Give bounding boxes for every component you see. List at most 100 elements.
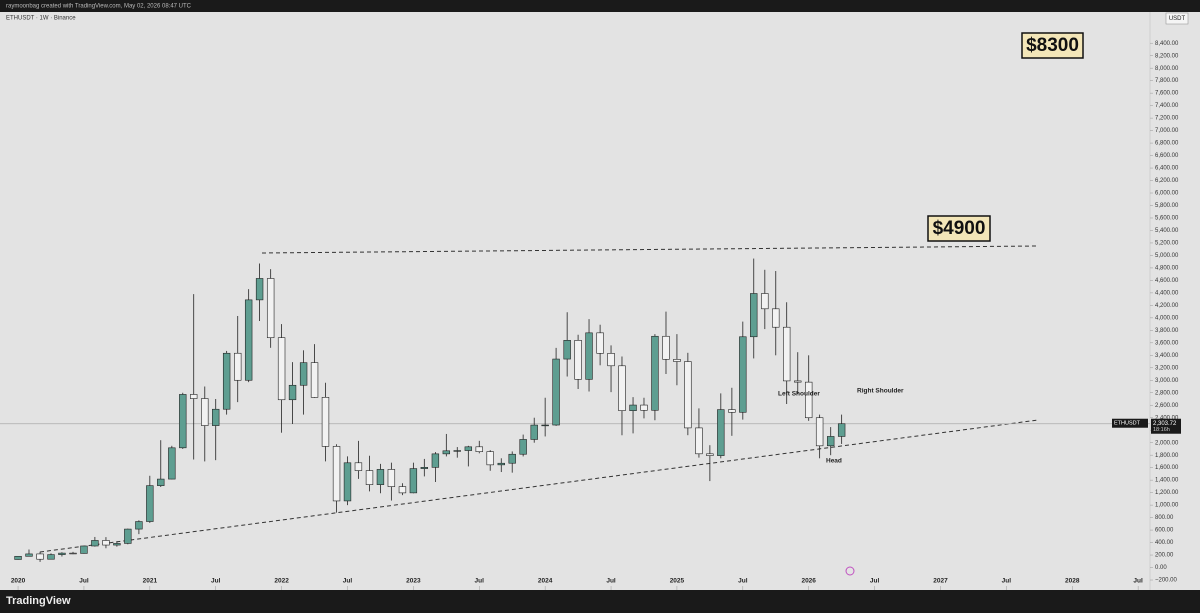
symbol-title: ETHUSDT · 1W · Binance: [6, 16, 76, 22]
candle-body: [827, 436, 835, 447]
candle-body: [201, 398, 209, 426]
candle-body: [212, 408, 220, 426]
y-tick-label: 8,000.00: [1155, 66, 1179, 72]
candle-body: [332, 446, 341, 502]
y-tick-label: 3,200.00: [1155, 365, 1179, 371]
candle-body: [354, 462, 363, 471]
annotation-box: [1021, 32, 1084, 59]
candle-body: [772, 308, 780, 328]
candle-body: [497, 462, 505, 466]
y-tick-label: 1,200.00: [1155, 490, 1179, 496]
x-tick-label: Jul: [343, 578, 353, 585]
candle-body: [234, 352, 242, 381]
candle-body: [47, 554, 55, 560]
y-tick-label: 4,400.00: [1155, 290, 1179, 296]
candle-body: [585, 332, 593, 380]
footer: [0, 590, 1200, 613]
y-tick-label: 5,600.00: [1155, 216, 1179, 222]
candle-body: [157, 478, 165, 486]
y-tick-label: 7,400.00: [1155, 103, 1179, 109]
candle-body: [640, 404, 648, 411]
candle-body: [376, 469, 385, 485]
candle-body: [398, 486, 407, 494]
candle-body: [706, 453, 714, 456]
header-credit: raymoonbag created with TradingView.com,…: [6, 4, 192, 10]
x-tick-label: 2021: [143, 578, 158, 585]
candle-body: [36, 553, 44, 560]
candle-body: [124, 528, 132, 544]
candle-body: [794, 380, 802, 383]
candle-body: [135, 521, 143, 530]
candle-body: [343, 462, 352, 502]
candle-body: [91, 540, 99, 547]
candle-body: [541, 424, 549, 427]
candle-body: [739, 336, 747, 413]
y-tick-label: 6,200.00: [1155, 178, 1179, 184]
x-tick-label: Jul: [870, 578, 880, 585]
candle-body: [761, 293, 769, 310]
x-tick-label: Jul: [79, 578, 89, 585]
y-tick-label: 4,600.00: [1155, 278, 1179, 284]
candle-body: [321, 397, 330, 447]
price-tag-countdown: 18:16h: [1153, 427, 1170, 433]
x-tick-label: Jul: [606, 578, 616, 585]
candle-body: [310, 362, 319, 398]
x-tick-label: Jul: [738, 578, 748, 585]
currency: USDT: [1169, 16, 1186, 22]
price-tag-value: 2,303.72: [1153, 421, 1177, 427]
x-tick-label: Jul: [1002, 578, 1012, 585]
event-icon[interactable]: [845, 566, 855, 576]
candle-body: [728, 409, 736, 413]
y-tick-label: 600.00: [1155, 528, 1174, 534]
candle-body: [179, 394, 187, 449]
candle-body: [453, 450, 461, 452]
y-tick-label: 5,800.00: [1155, 203, 1179, 209]
plot: −200.00 0.00 200.00 400.00 600.00 800.00 1,000…: [0, 41, 1179, 590]
y-tick-label: 8,400.00: [1155, 41, 1179, 47]
x-tick-label: 2027: [933, 578, 948, 585]
x-tick-label: 2023: [406, 578, 421, 585]
candle-body: [25, 553, 33, 557]
candle-body: [750, 293, 758, 338]
y-tick-label: 2,800.00: [1155, 390, 1179, 396]
candle-body: [222, 352, 231, 410]
y-tick-label: 800.00: [1155, 515, 1174, 521]
y-tick-label: 1,800.00: [1155, 453, 1179, 459]
annotation-target-high: $8300: [1026, 35, 1079, 56]
y-tick-label: 400.00: [1155, 540, 1174, 546]
y-tick-label: 7,800.00: [1155, 78, 1179, 84]
x-tick-label: 2028: [1065, 578, 1080, 585]
x-tick-label: 2025: [670, 578, 685, 585]
y-tick-label: 0.00: [1155, 565, 1167, 571]
chart-background: [0, 12, 1200, 590]
candle-body: [299, 362, 308, 386]
candle-body: [530, 424, 538, 440]
candle-body: [695, 427, 703, 455]
candle-body: [684, 361, 692, 429]
y-tick-label: 200.00: [1155, 553, 1174, 559]
candle-body: [574, 340, 582, 380]
candle-body: [596, 332, 604, 354]
candle-body: [805, 381, 813, 419]
y-tick-label: 5,400.00: [1155, 228, 1179, 234]
y-tick-label: 6,400.00: [1155, 166, 1179, 172]
candle-body: [146, 485, 154, 522]
y-tick-label: −200.00: [1155, 578, 1178, 584]
candle-body: [420, 467, 429, 469]
candle-body: [58, 552, 66, 555]
y-tick-label: 6,800.00: [1155, 141, 1179, 147]
y-tick-label: 2,000.00: [1155, 440, 1179, 446]
candle-body: [552, 358, 560, 426]
candle-body: [519, 439, 527, 455]
y-tick-label: 4,200.00: [1155, 303, 1179, 309]
candle-body: [442, 450, 451, 455]
y-tick-label: 5,200.00: [1155, 241, 1179, 247]
x-tick-label: 2024: [538, 578, 553, 585]
annotation-target-mid: $4900: [933, 218, 986, 239]
candle-body: [102, 540, 110, 546]
y-tick-label: 3,000.00: [1155, 378, 1179, 384]
candle-body: [837, 423, 846, 437]
x-tick-label: 2020: [11, 578, 26, 585]
candle-body: [190, 394, 198, 399]
